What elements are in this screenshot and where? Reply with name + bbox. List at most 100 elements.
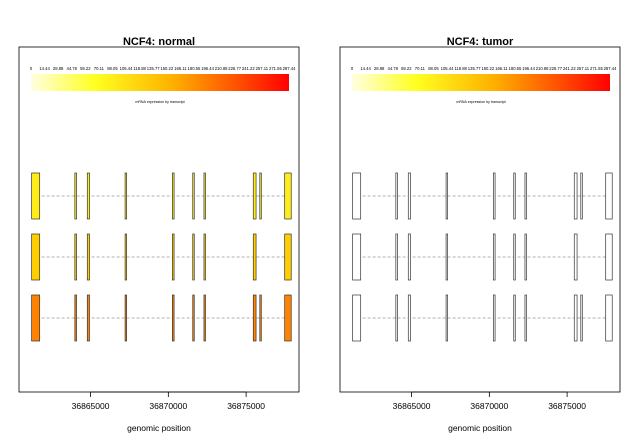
- exon-bar: [573, 233, 578, 281]
- exon-bar: [352, 294, 362, 342]
- color-scale-label: 28.88: [374, 66, 385, 71]
- exon-bar: [203, 172, 206, 220]
- exon-bar: [407, 233, 411, 281]
- exon-bar: [31, 172, 41, 220]
- exon-bar: [172, 172, 175, 220]
- color-scale-label: 226.77: [228, 66, 241, 71]
- color-scale-label: 196.44: [201, 66, 214, 71]
- color-scale-label: 44.78: [66, 66, 77, 71]
- exon-bar: [86, 172, 90, 220]
- exon-bar: [74, 172, 77, 220]
- exon-bar: [493, 172, 496, 220]
- color-scale-label: 287.44: [283, 66, 296, 71]
- color-scale-label: 118.88: [454, 66, 467, 71]
- exon-bar: [31, 294, 41, 342]
- exon-bar: [352, 233, 362, 281]
- x-tick-label: 36875000: [227, 401, 265, 411]
- exon-bar: [445, 294, 448, 342]
- color-scale-bar: [352, 74, 610, 91]
- exon-bar: [284, 294, 292, 342]
- x-tick-label: 36875000: [548, 401, 586, 411]
- color-scale-label: 0: [30, 66, 33, 71]
- exon-bar: [395, 172, 398, 220]
- color-scale-label: 135.77: [468, 66, 481, 71]
- exon-bar: [203, 294, 206, 342]
- color-scale-caption: mRNA expression by transcript: [135, 100, 184, 104]
- chart-title: NCF4: tumor: [447, 36, 514, 48]
- exon-bar: [407, 294, 411, 342]
- chart-panel-2: NCF4: tumor 0 14.44 28.88 44.78 59.22 70.11 88.…: [339, 36, 621, 433]
- color-scale-label: 196.44: [522, 66, 535, 71]
- exon-bar: [192, 172, 195, 220]
- color-scale-caption: mRNA expression by transcript: [456, 100, 505, 104]
- color-scale-label: 287.44: [604, 66, 617, 71]
- x-tick-label: 36870000: [149, 401, 187, 411]
- x-tick-label: 36865000: [393, 401, 431, 411]
- color-scale-label: 44.78: [387, 66, 398, 71]
- chart-title: NCF4: normal: [123, 36, 195, 48]
- color-scale-label: 150.22: [481, 66, 494, 71]
- color-scale-label: 271.55: [269, 66, 282, 71]
- color-scale-label: 241.22: [563, 66, 576, 71]
- exon-bar: [86, 294, 90, 342]
- exon-bar: [524, 294, 527, 342]
- exon-bar: [203, 233, 206, 281]
- color-scale-label: 14.44: [39, 66, 50, 71]
- exon-bar: [31, 233, 41, 281]
- color-scale-label: 105.44: [120, 66, 133, 71]
- x-tick-label: 36865000: [72, 401, 110, 411]
- exon-bar: [605, 172, 613, 220]
- exon-bar: [192, 294, 195, 342]
- exon-bar: [493, 294, 496, 342]
- exon-bar: [445, 172, 448, 220]
- exon-bar: [493, 233, 496, 281]
- color-scale-label: 257.11: [577, 66, 590, 71]
- color-scale-label: 257.11: [256, 66, 269, 71]
- exon-bar: [573, 294, 578, 342]
- exon-bar: [445, 233, 448, 281]
- exon-bar: [605, 233, 613, 281]
- exon-bar: [252, 233, 257, 281]
- color-scale-label: 105.44: [441, 66, 454, 71]
- exon-bar: [580, 172, 583, 220]
- color-scale-label: 180.55: [509, 66, 522, 71]
- exon-bar: [395, 233, 398, 281]
- color-scale-label: 271.55: [590, 66, 603, 71]
- color-scale-label: 210.88: [536, 66, 549, 71]
- color-scale-bar: [31, 74, 289, 91]
- exon-bar: [524, 172, 527, 220]
- chart-panel-1: NCF4: normal 0 14.44 28.88 44.78 59.22 70.11 88…: [18, 36, 300, 433]
- color-scale-label: 88.05: [428, 66, 439, 71]
- color-scale-label: 241.22: [242, 66, 255, 71]
- color-scale-label: 70.11: [94, 66, 105, 71]
- exon-bar: [605, 294, 613, 342]
- exon-bar: [74, 294, 77, 342]
- color-scale-label: 210.88: [215, 66, 228, 71]
- color-scale-label: 118.88: [133, 66, 146, 71]
- exon-bar: [172, 233, 175, 281]
- plot-frame: [339, 46, 621, 393]
- color-scale-label: 0: [351, 66, 354, 71]
- color-scale-label: 59.22: [80, 66, 91, 71]
- exon-bar: [124, 294, 127, 342]
- exon-bar: [252, 172, 257, 220]
- exon-bar: [86, 233, 90, 281]
- exon-bar: [284, 233, 292, 281]
- exon-bar: [580, 294, 583, 342]
- color-scale-label: 180.55: [188, 66, 201, 71]
- exon-bar: [513, 233, 516, 281]
- exon-bar: [124, 172, 127, 220]
- color-scale-label: 14.44: [360, 66, 371, 71]
- exon-bar: [74, 233, 77, 281]
- exon-bar: [124, 233, 127, 281]
- plot-frame: [18, 46, 300, 393]
- color-scale-label: 28.88: [53, 66, 64, 71]
- color-scale-label: 226.77: [549, 66, 562, 71]
- color-scale-label: 88.05: [107, 66, 118, 71]
- exon-bar: [259, 172, 262, 220]
- exon-bar: [352, 172, 362, 220]
- x-axis-label: genomic position: [127, 423, 191, 433]
- exon-bar: [513, 294, 516, 342]
